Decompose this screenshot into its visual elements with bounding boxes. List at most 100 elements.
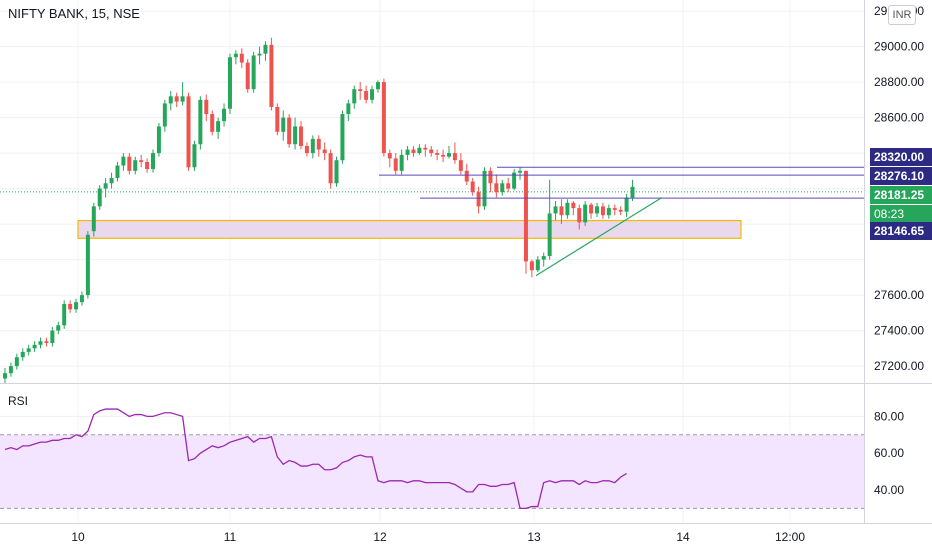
candle-body	[547, 213, 552, 257]
candle-body	[56, 325, 61, 331]
candle-body	[500, 183, 505, 193]
price-tag-last: 28181.25	[870, 186, 932, 204]
candle-body	[192, 144, 197, 168]
candle-body	[139, 160, 144, 162]
candle-body	[494, 183, 499, 193]
candle-body	[340, 114, 345, 161]
candle-body	[523, 170, 528, 262]
candle-body	[612, 208, 617, 210]
bar-countdown-tag: 08:23	[870, 205, 932, 223]
candle-body	[624, 197, 629, 212]
time-tick-label: 12:00	[775, 530, 805, 544]
price-tick-label: 29000.00	[874, 40, 924, 54]
candle-body	[239, 53, 244, 63]
candle-body	[512, 172, 517, 189]
currency-badge[interactable]: INR	[888, 5, 916, 25]
rsi-indicator-label[interactable]: RSI	[8, 394, 29, 408]
price-tag-line2: 28276.10	[870, 167, 932, 185]
candle-body	[488, 170, 493, 184]
rsi-tick-label: 40.00	[874, 483, 904, 497]
candle-body	[600, 206, 605, 216]
price-tick-label: 27200.00	[874, 359, 924, 373]
candle-body	[364, 90, 369, 100]
candle-body	[541, 256, 546, 260]
candle-body	[565, 202, 570, 216]
candle-body	[447, 153, 451, 157]
symbol-title: NIFTY BANK, 15, NSE	[8, 6, 140, 21]
candle-body	[399, 154, 404, 171]
price-tag-line1: 28320.00	[870, 148, 932, 166]
candle-body	[162, 103, 167, 127]
candle-body	[127, 156, 132, 171]
price-tick-label: 28800.00	[874, 75, 924, 89]
candle-body	[310, 138, 315, 154]
rsi-line	[4, 408, 627, 510]
candle-body	[180, 96, 185, 102]
candlestick-series	[3, 37, 635, 384]
candle-body	[583, 204, 588, 223]
candle-body	[328, 153, 333, 184]
candle-body	[32, 344, 37, 349]
candle-body	[429, 149, 434, 154]
candle-body	[606, 208, 611, 216]
candle-body	[38, 341, 43, 345]
candle-body	[3, 373, 7, 379]
candle-body	[476, 192, 481, 207]
candle-body	[322, 149, 327, 154]
candle-body	[435, 153, 440, 155]
candle-body	[618, 209, 623, 212]
candle-body	[222, 108, 227, 122]
rsi-band-fill	[0, 434, 864, 509]
candle-body	[151, 153, 155, 170]
candle-body	[269, 44, 274, 107]
candle-body	[559, 206, 564, 216]
rsi-tick-label: 60.00	[874, 446, 904, 460]
candle-body	[387, 153, 392, 159]
candle-body	[417, 147, 422, 154]
candle-body	[44, 341, 49, 344]
candle-body	[14, 357, 19, 367]
candle-body	[198, 99, 203, 145]
candle-body	[216, 121, 221, 132]
candle-body	[245, 62, 250, 90]
drawing-lines	[379, 166, 864, 277]
price-tick-label: 27600.00	[874, 288, 924, 302]
candle-body	[85, 234, 90, 296]
candle-body	[227, 57, 232, 109]
candle-body	[482, 170, 487, 207]
candle-body	[103, 183, 108, 189]
candle-body	[204, 99, 209, 115]
candle-body	[370, 89, 375, 100]
candle-body	[281, 117, 286, 132]
candle-body	[506, 183, 511, 189]
candle-body	[186, 96, 191, 168]
candle-body	[20, 351, 25, 358]
candle-body	[174, 96, 179, 102]
candle-body	[464, 170, 469, 182]
rising-trendline	[535, 196, 663, 277]
candle-body	[74, 302, 79, 310]
price-tick-label: 27400.00	[874, 324, 924, 338]
candle-body	[210, 114, 215, 132]
candle-body	[405, 149, 410, 155]
candle-body	[393, 158, 398, 171]
candle-body	[133, 160, 138, 171]
drawing-annotations	[0, 191, 864, 239]
rsi-tick-label: 80.00	[874, 409, 904, 423]
candle-body	[535, 259, 540, 271]
candle-body	[411, 149, 416, 154]
candle-body	[79, 295, 84, 303]
candle-body	[233, 53, 238, 58]
candle-body	[145, 161, 150, 170]
price-tick-label: 28600.00	[874, 111, 924, 125]
candle-body	[115, 165, 120, 178]
candle-body	[109, 177, 114, 184]
candle-body	[529, 261, 534, 271]
candle-body	[589, 204, 594, 214]
candle-body	[121, 156, 126, 166]
candle-body	[299, 126, 303, 146]
candle-body	[62, 303, 67, 326]
candle-body	[168, 96, 173, 104]
